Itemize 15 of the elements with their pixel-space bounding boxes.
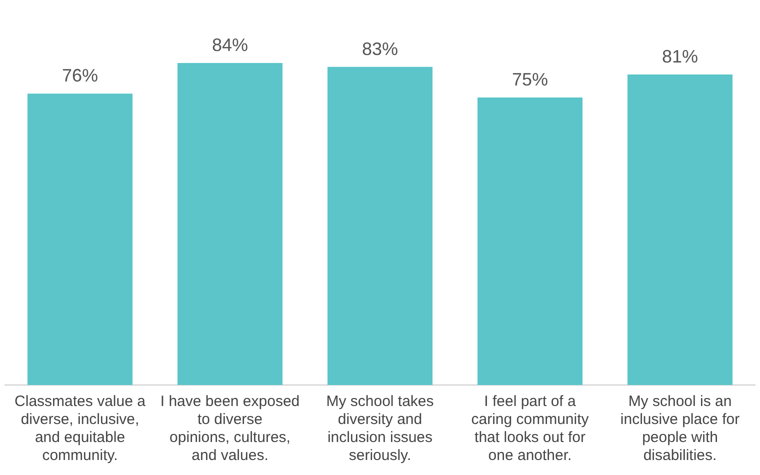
- data-label: 81%: [662, 46, 698, 66]
- x-tick-label: I have been exposed to diverse opinions, cultures, and values.: [160, 393, 300, 464]
- bar: [478, 98, 582, 385]
- x-tick-label: My school takes diversity and inclusion issues seriously.: [326, 393, 434, 464]
- data-label: 84%: [212, 34, 248, 55]
- x-tick-label: I feel part of a caring community that looks out for one another.: [471, 393, 590, 464]
- data-label: 83%: [362, 38, 398, 59]
- bar: [328, 66, 432, 385]
- bar: [28, 94, 132, 385]
- bar: [628, 74, 732, 385]
- data-label: 75%: [512, 69, 548, 90]
- x-tick-label: Classmates value a diverse, inclusive, and equitable community.: [14, 393, 146, 464]
- bar: [178, 63, 282, 385]
- data-label: 76%: [62, 66, 98, 86]
- x-tick-label: My school is an inclusive place for people with disabilities.: [620, 393, 740, 464]
